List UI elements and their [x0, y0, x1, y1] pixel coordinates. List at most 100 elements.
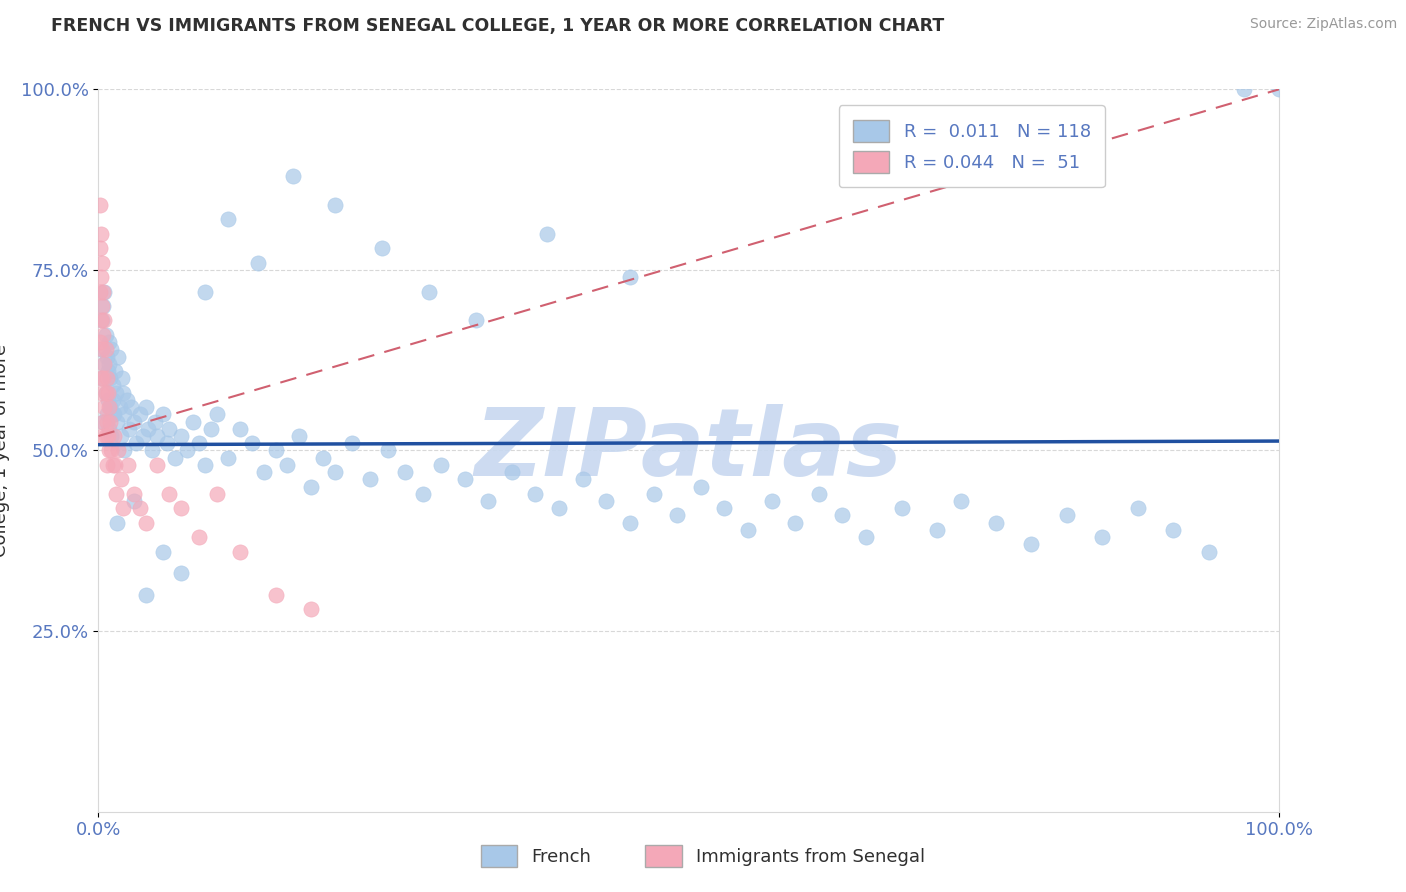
Point — [91, 255, 114, 269]
Point — [666, 508, 689, 523]
Point — [264, 443, 287, 458]
Point — [890, 501, 912, 516]
Point — [689, 480, 711, 494]
Point — [299, 602, 322, 616]
Point — [105, 487, 128, 501]
Point — [97, 392, 120, 407]
Point — [157, 487, 180, 501]
Point — [713, 501, 735, 516]
Point — [91, 285, 114, 299]
Point — [93, 357, 115, 371]
Point — [276, 458, 298, 472]
Point — [97, 385, 120, 400]
Point — [121, 400, 143, 414]
Point — [925, 523, 948, 537]
Point — [170, 501, 193, 516]
Point — [96, 350, 118, 364]
Point — [93, 285, 115, 299]
Point — [1161, 523, 1184, 537]
Point — [170, 429, 193, 443]
Point — [855, 530, 877, 544]
Point — [112, 501, 135, 516]
Point — [217, 450, 239, 465]
Point — [143, 415, 166, 429]
Point — [97, 429, 120, 443]
Point — [98, 400, 121, 414]
Point — [135, 400, 157, 414]
Point — [984, 516, 1007, 530]
Text: Source: ZipAtlas.com: Source: ZipAtlas.com — [1250, 17, 1398, 31]
Point — [949, 494, 972, 508]
Point — [323, 465, 346, 479]
Point — [90, 343, 112, 357]
Point — [1198, 544, 1220, 558]
Point — [217, 212, 239, 227]
Point — [761, 494, 783, 508]
Point — [98, 334, 121, 349]
Point — [98, 400, 121, 414]
Point — [104, 364, 127, 378]
Point — [312, 450, 335, 465]
Point — [430, 458, 453, 472]
Point — [571, 472, 593, 486]
Point — [187, 530, 209, 544]
Point — [103, 429, 125, 443]
Point — [90, 371, 112, 385]
Point — [146, 429, 169, 443]
Point — [91, 415, 114, 429]
Point — [93, 313, 115, 327]
Point — [377, 443, 399, 458]
Y-axis label: College, 1 year or more: College, 1 year or more — [0, 344, 10, 557]
Point — [205, 487, 228, 501]
Point — [1233, 82, 1256, 96]
Point — [91, 385, 114, 400]
Point — [110, 472, 132, 486]
Point — [90, 313, 112, 327]
Point — [146, 458, 169, 472]
Point — [595, 494, 617, 508]
Point — [229, 544, 252, 558]
Point — [97, 364, 120, 378]
Point — [101, 378, 124, 392]
Point — [93, 400, 115, 414]
Point — [100, 443, 122, 458]
Point — [94, 327, 117, 342]
Point — [141, 443, 163, 458]
Point — [118, 422, 141, 436]
Point — [117, 458, 139, 472]
Point — [135, 588, 157, 602]
Point — [115, 392, 138, 407]
Point — [157, 422, 180, 436]
Point — [170, 566, 193, 581]
Point — [477, 494, 499, 508]
Point — [125, 436, 148, 450]
Point — [122, 494, 145, 508]
Point — [371, 241, 394, 255]
Point — [246, 255, 269, 269]
Point — [93, 357, 115, 371]
Point — [807, 487, 830, 501]
Point — [98, 422, 121, 436]
Point — [465, 313, 488, 327]
Point — [501, 465, 523, 479]
Point — [101, 407, 124, 421]
Point — [91, 299, 114, 313]
Point — [91, 429, 114, 443]
Point — [122, 415, 145, 429]
Point — [264, 588, 287, 602]
Point — [105, 385, 128, 400]
Point — [194, 458, 217, 472]
Point — [619, 270, 641, 285]
Point — [112, 443, 135, 458]
Point — [112, 385, 135, 400]
Point — [122, 487, 145, 501]
Point — [89, 241, 111, 255]
Point — [128, 407, 150, 421]
Text: FRENCH VS IMMIGRANTS FROM SENEGAL COLLEGE, 1 YEAR OR MORE CORRELATION CHART: FRENCH VS IMMIGRANTS FROM SENEGAL COLLEG… — [51, 17, 945, 35]
Point — [96, 371, 118, 385]
Point — [128, 501, 150, 516]
Point — [240, 436, 263, 450]
Point — [536, 227, 558, 241]
Point — [90, 270, 112, 285]
Point — [165, 450, 187, 465]
